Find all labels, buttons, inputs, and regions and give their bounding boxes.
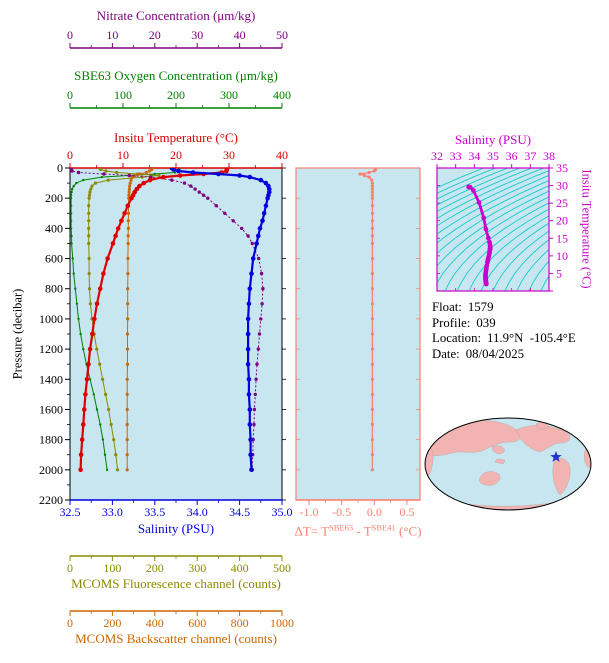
svg-text:2000: 2000 bbox=[39, 463, 63, 477]
location-star-icon bbox=[550, 451, 562, 462]
temperature-axis-title: Insitu Temperature (°C) bbox=[114, 130, 238, 145]
svg-text:37: 37 bbox=[524, 149, 536, 163]
info-label-date: Date: bbox=[432, 346, 460, 361]
svg-text:0: 0 bbox=[57, 161, 63, 175]
svg-text:32.5: 32.5 bbox=[60, 505, 81, 519]
svg-text:400: 400 bbox=[273, 88, 291, 102]
svg-text:1000: 1000 bbox=[39, 312, 63, 326]
svg-text:0: 0 bbox=[67, 28, 73, 42]
svg-text:0.5: 0.5 bbox=[399, 505, 414, 519]
delta-t-title-pre: ΔT= T bbox=[294, 523, 330, 539]
info-line-float: Float: 1579 bbox=[432, 300, 576, 316]
info-line-profile: Profile: 039 bbox=[432, 316, 576, 332]
ts-temperature-title: Insitu Temperature (°C) bbox=[579, 169, 594, 289]
nitrate-axis-title: Nitrate Concentration (μm/kg) bbox=[96, 8, 256, 23]
svg-text:0.0: 0.0 bbox=[367, 505, 382, 519]
pressure-axis-title: Pressure (decibar) bbox=[10, 288, 25, 380]
svg-text:800: 800 bbox=[45, 282, 63, 296]
svg-text:20: 20 bbox=[170, 148, 182, 162]
svg-text:400: 400 bbox=[146, 616, 164, 630]
svg-text:500: 500 bbox=[273, 561, 291, 575]
svg-text:400: 400 bbox=[231, 561, 249, 575]
svg-text:35: 35 bbox=[556, 161, 568, 175]
delta-t-title-sup2: SBE41 bbox=[371, 522, 396, 533]
delta-t-title-mid: - T bbox=[353, 523, 372, 539]
float-info: Float: 1579 Profile: 039 Location: 11.9°N -… bbox=[432, 300, 576, 362]
svg-text:33.0: 33.0 bbox=[102, 505, 123, 519]
svg-text:1200: 1200 bbox=[39, 342, 63, 356]
salinity-axis-title: Salinity (PSU) bbox=[137, 521, 215, 536]
svg-text:33: 33 bbox=[450, 149, 462, 163]
svg-text:300: 300 bbox=[220, 88, 238, 102]
svg-text:40: 40 bbox=[234, 28, 246, 42]
svg-text:10: 10 bbox=[556, 249, 568, 263]
svg-text:100: 100 bbox=[103, 561, 121, 575]
svg-text:200: 200 bbox=[103, 616, 121, 630]
svg-text:20: 20 bbox=[556, 214, 568, 228]
svg-text:20: 20 bbox=[149, 28, 161, 42]
svg-text:30: 30 bbox=[223, 148, 235, 162]
svg-text:33.5: 33.5 bbox=[144, 505, 165, 519]
svg-text:300: 300 bbox=[188, 561, 206, 575]
info-value-date: 08/04/2025 bbox=[465, 346, 525, 361]
info-line-date: Date: 08/04/2025 bbox=[432, 347, 576, 363]
svg-text:30: 30 bbox=[556, 179, 568, 193]
svg-text:-0.5: -0.5 bbox=[332, 505, 351, 519]
svg-text:10: 10 bbox=[117, 148, 129, 162]
info-label-profile: Profile: bbox=[432, 315, 471, 330]
svg-text:200: 200 bbox=[45, 191, 63, 205]
svg-text:35.0: 35.0 bbox=[272, 505, 293, 519]
svg-text:38: 38 bbox=[543, 149, 555, 163]
info-value-location: 11.9°N -105.4°E bbox=[487, 331, 576, 345]
svg-text:5: 5 bbox=[556, 266, 562, 280]
svg-text:200: 200 bbox=[167, 88, 185, 102]
backscatter-axis-title: MCOMS Backscatter channel (counts) bbox=[75, 631, 277, 646]
svg-text:200: 200 bbox=[146, 561, 164, 575]
svg-text:1800: 1800 bbox=[39, 433, 63, 447]
delta-t-title-post: (°C) bbox=[395, 523, 422, 539]
svg-text:100: 100 bbox=[114, 88, 132, 102]
ts-salinity-title: Salinity (PSU) bbox=[454, 132, 532, 147]
svg-text:1600: 1600 bbox=[39, 402, 63, 416]
svg-text:600: 600 bbox=[188, 616, 206, 630]
svg-text:-1.0: -1.0 bbox=[300, 505, 319, 519]
svg-text:32: 32 bbox=[431, 149, 443, 163]
svg-text:600: 600 bbox=[45, 252, 63, 266]
svg-text:1000: 1000 bbox=[270, 616, 294, 630]
info-label-float: Float: bbox=[432, 300, 462, 314]
svg-text:50: 50 bbox=[276, 28, 288, 42]
svg-text:2200: 2200 bbox=[39, 493, 63, 507]
svg-text:1400: 1400 bbox=[39, 372, 63, 386]
fluorescence-axis-title: MCOMS Fluorescence channel (counts) bbox=[71, 576, 281, 591]
svg-text:800: 800 bbox=[231, 616, 249, 630]
svg-text:30: 30 bbox=[191, 28, 203, 42]
info-value-float: 1579 bbox=[467, 300, 494, 314]
info-label-location: Location: bbox=[432, 331, 482, 345]
svg-text:34.0: 34.0 bbox=[187, 505, 208, 519]
svg-text:0: 0 bbox=[67, 148, 73, 162]
svg-text:15: 15 bbox=[556, 231, 568, 245]
svg-text:25: 25 bbox=[556, 196, 568, 210]
svg-text:40: 40 bbox=[276, 148, 288, 162]
svg-text:10: 10 bbox=[106, 28, 118, 42]
svg-text:34: 34 bbox=[468, 149, 480, 163]
svg-text:35: 35 bbox=[487, 149, 499, 163]
svg-text:0: 0 bbox=[67, 616, 73, 630]
info-value-profile: 039 bbox=[476, 315, 496, 330]
world-map bbox=[424, 417, 592, 511]
delta-t-title-sup1: SBE63 bbox=[329, 522, 354, 533]
oxygen-axis-title: SBE63 Oxygen Concentration (μm/kg) bbox=[74, 68, 278, 83]
info-line-location: Location: 11.9°N -105.4°E bbox=[432, 331, 576, 347]
svg-text:34.5: 34.5 bbox=[229, 505, 250, 519]
svg-text:36: 36 bbox=[506, 149, 518, 163]
svg-text:0: 0 bbox=[67, 561, 73, 575]
delta-t-axis-title: ΔT= TSBE63 - TSBE41 (°C) bbox=[294, 522, 421, 539]
svg-text:400: 400 bbox=[45, 221, 63, 235]
svg-text:0: 0 bbox=[67, 88, 73, 102]
